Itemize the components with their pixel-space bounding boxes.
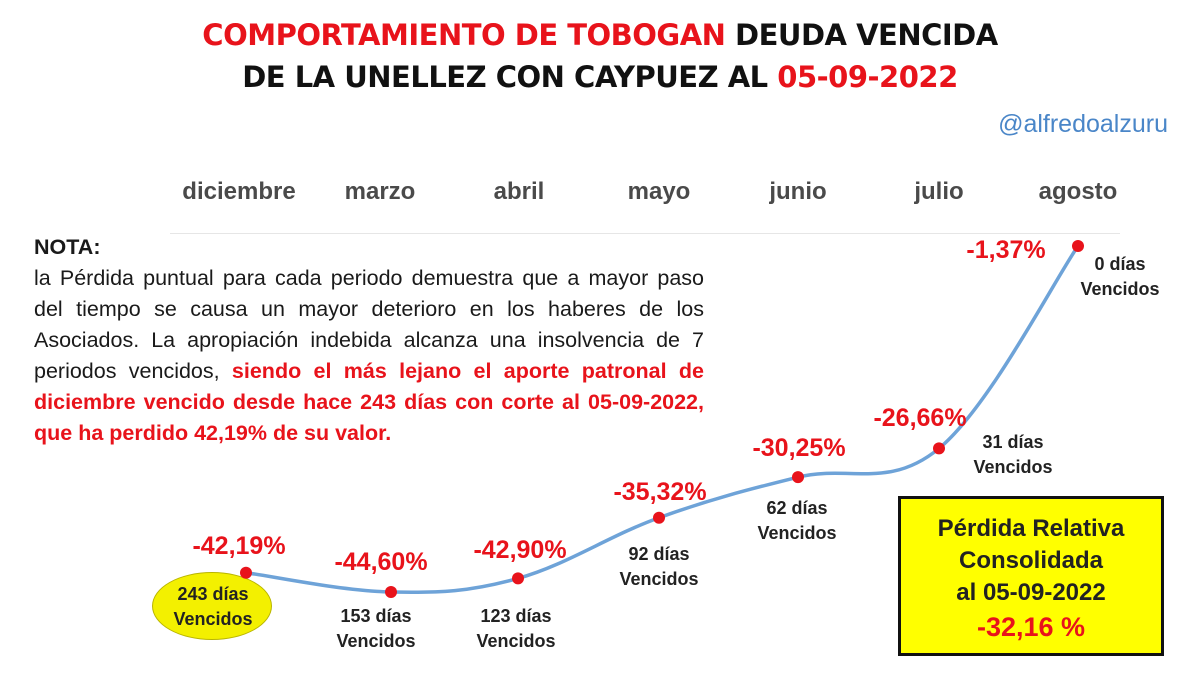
month-label: junio xyxy=(769,178,827,205)
data-point-marker xyxy=(792,471,804,484)
days-label: 243 días Vencidos xyxy=(173,584,253,629)
value-label: -1,37% xyxy=(966,236,1046,264)
summary-box: Pérdida Relativa Consolidada al 05-09-20… xyxy=(898,496,1164,656)
month-label: marzo xyxy=(344,178,416,205)
data-point-marker xyxy=(933,442,945,455)
title-line-1-black: DEUDA VENCIDA xyxy=(735,18,998,52)
value-label: -44,60% xyxy=(334,548,428,576)
month-label: agosto xyxy=(1038,178,1118,205)
value-label: -42,90% xyxy=(473,536,567,564)
days-label: 0 días Vencidos xyxy=(1080,254,1160,299)
value-label: -30,25% xyxy=(752,434,846,462)
title-line-1-red: COMPORTAMIENTO DE TOBOGAN xyxy=(202,18,726,52)
title-line-1: COMPORTAMIENTO DE TOBOGAN DEUDA VENCIDA xyxy=(0,14,1200,56)
days-label: 92 días Vencidos xyxy=(619,544,699,589)
highlight-ellipse xyxy=(152,572,272,640)
month-label: mayo xyxy=(627,178,691,205)
month-label: julio xyxy=(914,178,964,205)
data-point-marker xyxy=(240,566,252,579)
value-label: -42,19% xyxy=(192,532,286,560)
month-axis: diciembre marzo abril mayo junio julio a… xyxy=(0,178,1200,218)
days-label: 153 días Vencidos xyxy=(336,606,416,651)
month-label: diciembre xyxy=(182,178,296,205)
data-point-marker xyxy=(653,511,665,524)
title-line-2-black: DE LA UNELLEZ CON CAYPUEZ AL xyxy=(242,60,768,94)
data-point-marker xyxy=(385,586,397,598)
note-highlight: siendo el más lejano el aporte patronal … xyxy=(34,359,704,445)
data-point-marker xyxy=(1072,240,1084,252)
title-line-2-red: 05-09-2022 xyxy=(777,60,958,94)
days-label: 31 días Vencidos xyxy=(973,432,1053,477)
summary-line-2: Consolidada xyxy=(958,547,1103,574)
value-label: -26,66% xyxy=(873,404,967,432)
summary-line-1: Pérdida Relativa xyxy=(937,515,1125,542)
note-body: la Pérdida puntual para cada periodo dem… xyxy=(34,266,704,383)
summary-total: -32,16 % xyxy=(976,612,1086,642)
summary-line-3: al 05-09-2022 xyxy=(956,579,1106,606)
days-label: 123 días Vencidos xyxy=(476,606,556,651)
note-title: NOTA: xyxy=(34,235,101,259)
axis-separator xyxy=(170,233,1120,234)
value-label: -35,32% xyxy=(613,478,707,506)
marker-group xyxy=(240,240,1084,598)
chart-title: COMPORTAMIENTO DE TOBOGAN DEUDA VENCIDA … xyxy=(0,14,1200,98)
days-label: 62 días Vencidos xyxy=(757,498,837,543)
data-point-marker xyxy=(512,572,524,585)
month-label: abril xyxy=(493,178,545,205)
note-block: NOTA: la Pérdida puntual para cada perio… xyxy=(34,232,704,449)
author-handle: @alfredoalzuru xyxy=(998,110,1168,138)
title-line-2: DE LA UNELLEZ CON CAYPUEZ AL 05-09-2022 xyxy=(0,56,1200,98)
